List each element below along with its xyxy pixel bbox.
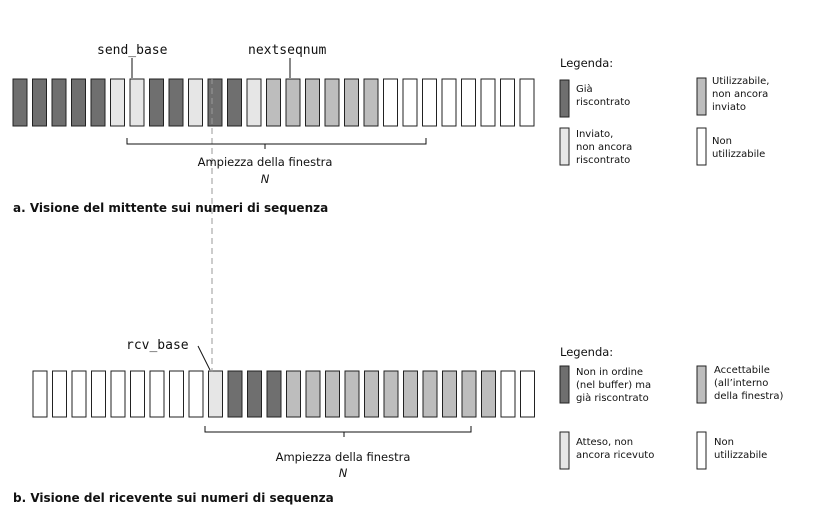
sequence-box-usable [363, 78, 379, 127]
sequence-box-usable [422, 370, 438, 418]
sequence-box-usable [442, 370, 457, 418]
sequence-box-empty [71, 370, 87, 418]
legend-text: Non utilizzabile [712, 136, 765, 160]
sequence-box-sent [188, 78, 203, 127]
legend-text: Già riscontrato [576, 83, 630, 108]
sequence-box-usable [266, 78, 281, 127]
sender-window-label: Ampiezza della finestra [198, 155, 333, 169]
legend-swatch-acked [559, 79, 570, 118]
receiver-legend-title: Legenda: [560, 345, 613, 359]
sequence-box-empty [480, 78, 496, 127]
sequence-box-empty [402, 78, 418, 127]
sender-window-bracket [126, 138, 427, 149]
sequence-box-empty [500, 370, 516, 418]
sequence-box-empty [52, 370, 67, 418]
sequence-box-usable [461, 370, 477, 418]
sequence-box-empty [110, 370, 126, 418]
sequence-box-acked [266, 370, 282, 418]
sequence-box-usable [344, 78, 359, 127]
sequence-box-usable [324, 78, 340, 127]
legend-text: Non utilizzabile [714, 437, 767, 461]
sender-legend: Legenda: Già riscontrato Utilizzabile, non… [559, 56, 769, 166]
sequence-box-acked [227, 370, 243, 418]
sequence-box-usable [305, 78, 320, 127]
legend-text: Atteso, non ancora ricevuto [576, 437, 654, 461]
legend-swatch-usable [696, 77, 707, 116]
sequence-box-empty [91, 370, 106, 418]
sequence-box-acked [227, 78, 242, 127]
receiver-legend: Legenda: Non in ordine (nel buffer) ma già… [559, 345, 784, 470]
sequence-box-usable [481, 370, 496, 418]
sequence-box-acked [71, 78, 86, 127]
rcv-base-pointer [197, 345, 211, 371]
receiver-window-label: Ampiezza della finestra [276, 450, 411, 464]
sequence-box-acked [149, 78, 164, 127]
sequence-box-empty [149, 370, 165, 418]
legend-swatch-sent-not-acked [559, 127, 570, 166]
legend-swatch-acked [559, 365, 570, 404]
sequence-box-acked [51, 78, 67, 127]
nextseqnum-label: nextseqnum [248, 43, 326, 58]
sequence-box-usable [305, 370, 321, 418]
sequence-box-sent [110, 78, 125, 127]
receiver-caption: b. Visione del ricevente sui numeri di s… [13, 491, 334, 505]
sequence-box-empty [188, 370, 204, 418]
sequence-box-empty [520, 370, 535, 418]
sender-sequence-row [12, 78, 535, 127]
sequence-box-empty [500, 78, 515, 127]
sequence-box-acked [168, 78, 184, 127]
legend-text: Inviato, non ancora riscontrato [576, 129, 632, 166]
sequence-box-acked [90, 78, 106, 127]
sequence-box-acked [207, 78, 223, 127]
sequence-box-usable [383, 370, 399, 418]
sender-legend-title: Legenda: [560, 56, 613, 70]
legend-swatch-usable [696, 365, 707, 404]
sender-window-var: N [261, 172, 270, 186]
sequence-box-usable [325, 370, 340, 418]
receiver-window-var: N [339, 466, 348, 480]
sequence-box-empty [422, 78, 437, 127]
receiver-sequence-row [32, 370, 535, 418]
sequence-box-empty [32, 370, 48, 418]
legend-text: Accettabile (all’interno della finestra) [714, 365, 784, 402]
sequence-box-sent [246, 78, 262, 127]
sequence-box-usable [285, 78, 301, 127]
sequence-box-usable [344, 370, 360, 418]
sequence-box-empty [130, 370, 145, 418]
sequence-box-acked [247, 370, 262, 418]
legend-text: Utilizzabile, non ancora inviato [712, 76, 769, 113]
sequence-box-empty [441, 78, 457, 127]
legend-text: Non in ordine (nel buffer) ma già riscontr… [576, 367, 651, 404]
legend-swatch-expected [559, 431, 570, 470]
sequence-box-sent [129, 78, 145, 127]
sequence-box-acked [32, 78, 47, 127]
sequence-box-acked [12, 78, 28, 127]
sequence-box-usable [403, 370, 418, 418]
sequence-box-usable [286, 370, 301, 418]
sequence-box-empty [519, 78, 535, 127]
sequence-box-empty [383, 78, 398, 127]
send-base-label: send_base [97, 43, 168, 58]
sequence-box-expected [208, 370, 223, 418]
sequence-box-usable [364, 370, 379, 418]
sequence-box-empty [461, 78, 476, 127]
rcv-base-label: rcv_base [126, 338, 189, 353]
legend-swatch-not-usable [696, 127, 707, 166]
sender-caption: a. Visione del mittente sui numeri di se… [13, 201, 328, 215]
sequence-box-empty [169, 370, 184, 418]
receiver-window-bracket [204, 426, 472, 437]
legend-swatch-not-usable [696, 431, 707, 470]
